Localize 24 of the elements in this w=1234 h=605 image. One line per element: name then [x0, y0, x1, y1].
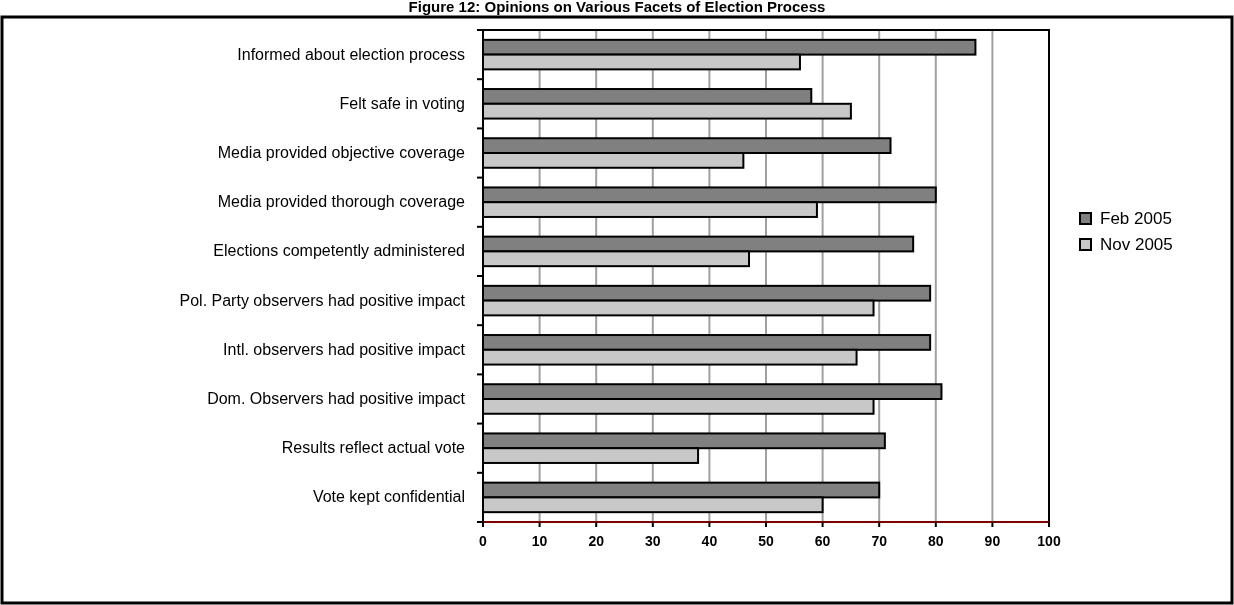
y-tick-label: Results reflect actual vote [281, 439, 466, 457]
x-tick-label: 40 [701, 533, 718, 549]
y-tick-label: Media provided thorough coverage [217, 193, 466, 211]
legend-label: Nov 2005 [1100, 235, 1173, 254]
x-tick-label: 0 [479, 533, 488, 549]
y-tick-label: Dom. Observers had positive impact [207, 390, 466, 407]
x-tick-label: 10 [531, 533, 548, 549]
legend-label: Feb 2005 [1100, 209, 1172, 228]
y-tick-label: Elections competently administered [213, 242, 465, 260]
chart-title: Figure 12: Opinions on Various Facets of Election Process [408, 0, 826, 15]
x-tick-label: 100 [1037, 533, 1061, 549]
y-tick-label: Informed about election process [237, 45, 465, 63]
y-tick-label: Felt safe in voting [339, 94, 465, 112]
y-tick-label: Pol. Party observers had positive impact [179, 291, 466, 309]
x-tick-label: 20 [588, 533, 605, 549]
x-tick-label: 70 [871, 533, 888, 549]
x-tick-label: 60 [814, 533, 831, 549]
y-tick-label: Intl. observers had positive impact [223, 340, 466, 358]
y-tick-label: Media provided objective coverage [217, 144, 466, 161]
x-tick-label: 30 [645, 533, 661, 549]
x-tick-label: 50 [758, 533, 774, 549]
y-tick-label: Vote kept confidential [312, 488, 465, 506]
x-tick-label: 80 [928, 533, 944, 549]
x-tick-label: 90 [984, 533, 1001, 549]
